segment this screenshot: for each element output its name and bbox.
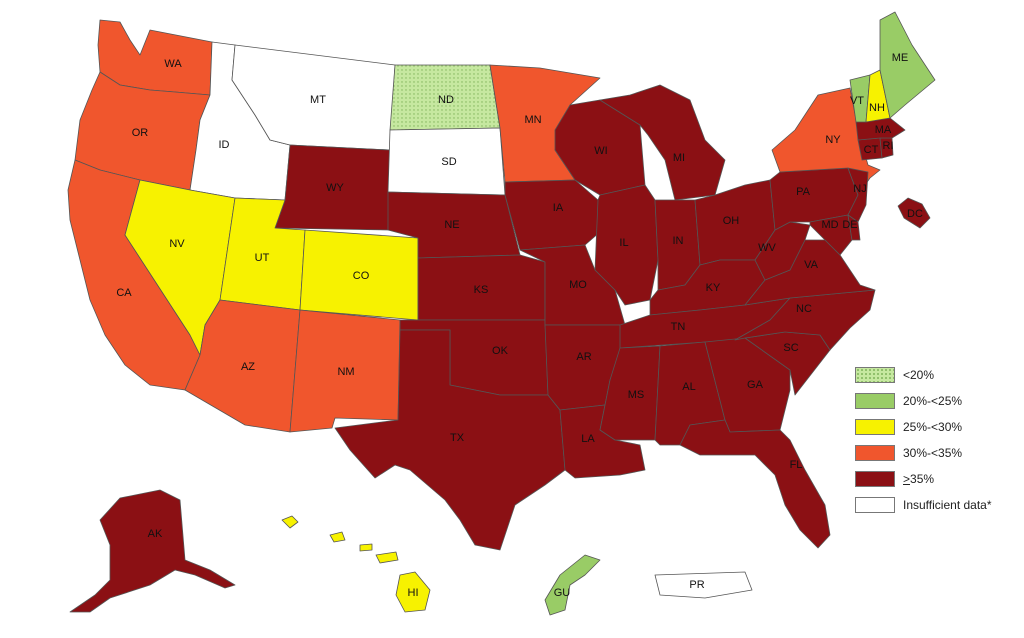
label-PA: PA xyxy=(796,186,811,198)
label-KY: KY xyxy=(706,282,721,294)
legend-label-rest: 35% xyxy=(910,472,935,486)
legend-item-35plus: >35% xyxy=(855,470,1020,488)
state-HI[interactable] xyxy=(281,515,431,613)
label-MA: MA xyxy=(875,124,892,136)
legend-label: 30%-<35% xyxy=(903,446,963,460)
state-DC[interactable] xyxy=(897,197,931,229)
legend-swatch xyxy=(855,367,895,383)
state-MI[interactable] xyxy=(599,84,726,201)
label-IA: IA xyxy=(553,202,564,214)
label-ID: ID xyxy=(219,139,230,151)
state-AK[interactable] xyxy=(69,489,236,613)
label-UT: UT xyxy=(255,252,270,264)
state-FL[interactable] xyxy=(679,419,831,549)
label-NV: NV xyxy=(169,238,185,250)
label-VA: VA xyxy=(804,259,819,271)
label-IL: IL xyxy=(619,237,628,249)
legend-label: 25%-<30% xyxy=(903,420,963,434)
label-HI: HI xyxy=(408,587,419,599)
label-OH: OH xyxy=(723,215,740,227)
legend-item-30-35: 30%-<35% xyxy=(855,444,1020,462)
label-MO: MO xyxy=(569,279,587,291)
state-TX[interactable] xyxy=(334,329,566,551)
label-WA: WA xyxy=(164,58,182,70)
label-WV: WV xyxy=(758,242,776,254)
label-FL: FL xyxy=(790,459,803,471)
label-MT: MT xyxy=(310,94,326,106)
label-NY: NY xyxy=(825,134,841,146)
label-NJ: NJ xyxy=(853,183,866,195)
label-VT: VT xyxy=(850,95,864,107)
label-WI: WI xyxy=(594,145,607,157)
label-NH: NH xyxy=(869,102,885,114)
label-WY: WY xyxy=(326,182,344,194)
label-DC: DC xyxy=(907,208,923,220)
label-PR: PR xyxy=(689,579,704,591)
label-AZ: AZ xyxy=(241,361,255,373)
legend-label: Insufficient data* xyxy=(903,498,992,512)
label-ME: ME xyxy=(892,52,909,64)
legend-swatch xyxy=(855,497,895,513)
label-AR: AR xyxy=(576,351,591,363)
legend-label: <20% xyxy=(903,368,935,382)
legend-label: 20%-<25% xyxy=(903,394,963,408)
legend-swatch xyxy=(855,419,895,435)
state-IL[interactable] xyxy=(594,184,659,306)
legend-item-20-25: 20%-<25% xyxy=(855,392,1020,410)
label-GA: GA xyxy=(747,379,764,391)
label-MD: MD xyxy=(821,219,838,231)
label-ND: ND xyxy=(438,94,454,106)
label-CA: CA xyxy=(116,287,132,299)
legend-swatch xyxy=(855,393,895,409)
label-SD: SD xyxy=(441,156,456,168)
state-NC[interactable] xyxy=(734,289,876,351)
label-MS: MS xyxy=(628,389,645,401)
map-legend: <20% 20%-<25% 25%-<30% 30%-<35% >35% Ins… xyxy=(855,366,1020,522)
label-AL: AL xyxy=(682,381,695,393)
state-DE[interactable] xyxy=(847,214,861,241)
label-TX: TX xyxy=(450,432,465,444)
label-MN: MN xyxy=(524,114,541,126)
label-NC: NC xyxy=(796,303,812,315)
label-AK: AK xyxy=(148,528,163,540)
label-SC: SC xyxy=(783,342,798,354)
legend-item-insufficient: Insufficient data* xyxy=(855,496,1020,514)
state-GU[interactable] xyxy=(544,554,601,616)
legend-swatch xyxy=(855,445,895,461)
label-TN: TN xyxy=(671,321,686,333)
label-GU: GU xyxy=(554,587,571,599)
legend-label-prefix: > xyxy=(903,472,911,486)
legend-item-lt20: <20% xyxy=(855,366,1020,384)
state-WY[interactable] xyxy=(274,144,391,231)
label-MI: MI xyxy=(673,152,685,164)
legend-label: >35% xyxy=(903,472,934,486)
label-KS: KS xyxy=(474,284,489,296)
label-DE: DE xyxy=(842,219,857,231)
legend-item-25-30: 25%-<30% xyxy=(855,418,1020,436)
label-RI: RI xyxy=(883,140,894,152)
state-IA[interactable] xyxy=(504,179,601,251)
label-OR: OR xyxy=(132,127,149,139)
label-NM: NM xyxy=(337,366,354,378)
legend-swatch xyxy=(855,471,895,487)
label-NE: NE xyxy=(444,219,459,231)
label-IN: IN xyxy=(673,235,684,247)
label-LA: LA xyxy=(581,433,595,445)
label-CO: CO xyxy=(353,270,370,282)
state-ME[interactable] xyxy=(879,11,936,119)
label-OK: OK xyxy=(492,345,509,357)
state-PR[interactable] xyxy=(654,571,753,599)
label-CT: CT xyxy=(864,144,879,156)
